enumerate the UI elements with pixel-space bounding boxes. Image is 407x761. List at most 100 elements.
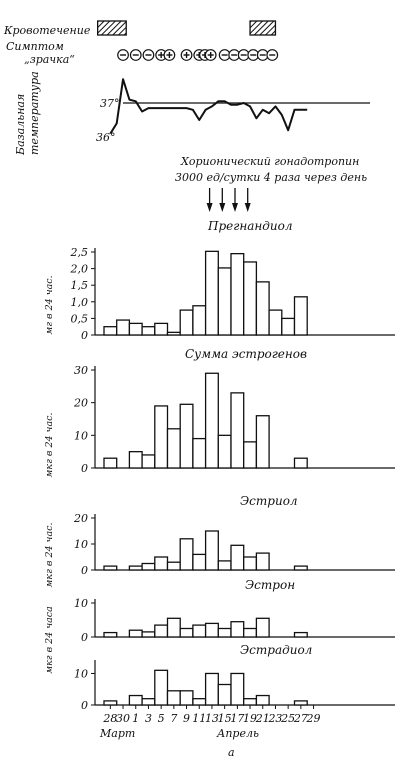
pupil-symptom-signs bbox=[117, 49, 279, 61]
bar bbox=[293, 700, 308, 706]
bar bbox=[243, 698, 258, 706]
x-tick-label: 17 bbox=[230, 712, 244, 725]
bar bbox=[141, 631, 156, 638]
bar bbox=[217, 434, 232, 469]
hcg-arrow-head bbox=[206, 203, 213, 212]
bar bbox=[230, 392, 245, 469]
x-tick-label: 1 bbox=[132, 712, 139, 725]
bar bbox=[103, 700, 118, 706]
bar bbox=[141, 698, 156, 706]
temperature-curve bbox=[109, 78, 308, 135]
panel-y-tick-label: 0 bbox=[81, 631, 88, 644]
bar bbox=[268, 309, 283, 336]
bar bbox=[103, 565, 118, 571]
panel-y-tick-label: 0 bbox=[81, 564, 88, 577]
bar bbox=[103, 457, 118, 469]
panel-5: Эстрадиол 0 10 bbox=[74, 643, 395, 712]
pupil-label-line: Симптом bbox=[6, 40, 64, 53]
bar bbox=[166, 617, 181, 638]
hcg-arrow-head bbox=[219, 203, 226, 212]
bar bbox=[255, 617, 270, 638]
panel-y-tick-label: 2,0 bbox=[70, 263, 89, 276]
bar bbox=[243, 556, 258, 571]
bar bbox=[154, 322, 169, 336]
pupil-symptom-label: Симптом„зрачка“ bbox=[6, 40, 75, 66]
bar bbox=[141, 454, 156, 469]
temperature-curve-area: 37° 36° bbox=[96, 78, 370, 144]
panel-title: Эстрадиол bbox=[240, 643, 312, 657]
hcg-arrows bbox=[206, 188, 251, 212]
bar bbox=[154, 556, 169, 571]
bar bbox=[166, 690, 181, 706]
bar bbox=[217, 267, 232, 336]
bar bbox=[243, 627, 258, 638]
panel-y-tick-label: 1,0 bbox=[71, 296, 89, 309]
panel-3: Эстриол 0 10 20 мкг в 24 час. bbox=[44, 494, 395, 587]
panel-y-tick-label: 30 bbox=[74, 364, 88, 377]
bar bbox=[255, 552, 270, 571]
bleeding-periods bbox=[97, 20, 277, 36]
panel-2: Сумма эстрогенов 0 10 20 30 мкг в 24 час. bbox=[44, 347, 395, 477]
bar bbox=[204, 250, 219, 336]
bar bbox=[204, 372, 219, 469]
panel-4: Эстрон 0 10 мкг в 24 часа bbox=[44, 578, 395, 674]
x-tick-label: 13 bbox=[205, 712, 219, 725]
bar bbox=[128, 451, 143, 469]
bar bbox=[179, 403, 194, 469]
bar bbox=[128, 629, 143, 638]
bar bbox=[230, 672, 245, 706]
month-label-march: Март bbox=[99, 727, 135, 740]
panel-y-label: мкг в 24 час. bbox=[44, 413, 55, 478]
bar bbox=[192, 305, 207, 336]
x-tick-label: 15 bbox=[218, 712, 232, 725]
bar bbox=[103, 631, 118, 638]
x-tick-label: 5 bbox=[158, 712, 165, 725]
x-tick-label: 23 bbox=[267, 712, 282, 725]
bar bbox=[230, 253, 245, 336]
bar bbox=[293, 457, 308, 469]
panel-y-tick-label: 1,5 bbox=[71, 279, 89, 292]
bar bbox=[192, 624, 207, 638]
bar bbox=[154, 669, 169, 706]
bar bbox=[293, 296, 308, 336]
x-tick-label: 28 bbox=[102, 712, 117, 725]
x-tick-label: 29 bbox=[306, 712, 321, 725]
panel-y-tick-label: 10 bbox=[74, 597, 88, 610]
panel-title: Прегнандиол bbox=[207, 219, 292, 233]
x-tick-label: 19 bbox=[243, 712, 257, 725]
bar bbox=[166, 561, 181, 571]
bar bbox=[141, 562, 156, 571]
x-tick-label: 21 bbox=[255, 712, 270, 725]
panel-y-tick-label: 0 bbox=[81, 329, 88, 342]
bar bbox=[192, 437, 207, 469]
panel-1: Прегнандиол 0 0,5 1,0 1,5 2,0 2,5 мг в 24 час. bbox=[44, 219, 395, 342]
bar bbox=[179, 627, 194, 638]
bar bbox=[128, 694, 143, 706]
bar bbox=[192, 553, 207, 571]
x-tick-label: 7 bbox=[170, 712, 177, 725]
bar bbox=[141, 326, 156, 336]
temperature-36-label: 36° bbox=[96, 131, 116, 144]
temperature-label-line: Базальная bbox=[14, 94, 27, 156]
bleeding-period-bar bbox=[249, 20, 277, 36]
month-label-april: Апрель bbox=[216, 727, 259, 740]
panel-title: Эстриол bbox=[240, 494, 298, 508]
bar bbox=[192, 698, 207, 706]
temperature-37-label: 37° bbox=[100, 97, 120, 110]
panel-y-tick-label: 10 bbox=[74, 538, 88, 551]
bleeding-label: Кровотечение bbox=[3, 24, 91, 37]
panel-y-label: мкг в 24 час. bbox=[44, 523, 55, 588]
figure-label: а bbox=[228, 746, 235, 759]
bar bbox=[293, 565, 308, 571]
bar bbox=[154, 405, 169, 469]
panel-y-tick-label: 20 bbox=[73, 512, 88, 525]
panel-y-tick-label: 0 bbox=[81, 462, 88, 475]
bar bbox=[128, 322, 143, 336]
bar bbox=[116, 319, 131, 336]
hcg-annotation: Хорионический гонадотропин 3000 ед/сутки … bbox=[175, 155, 367, 184]
bar bbox=[166, 428, 181, 469]
panel-y-tick-label: 10 bbox=[74, 667, 88, 680]
bar bbox=[204, 530, 219, 571]
